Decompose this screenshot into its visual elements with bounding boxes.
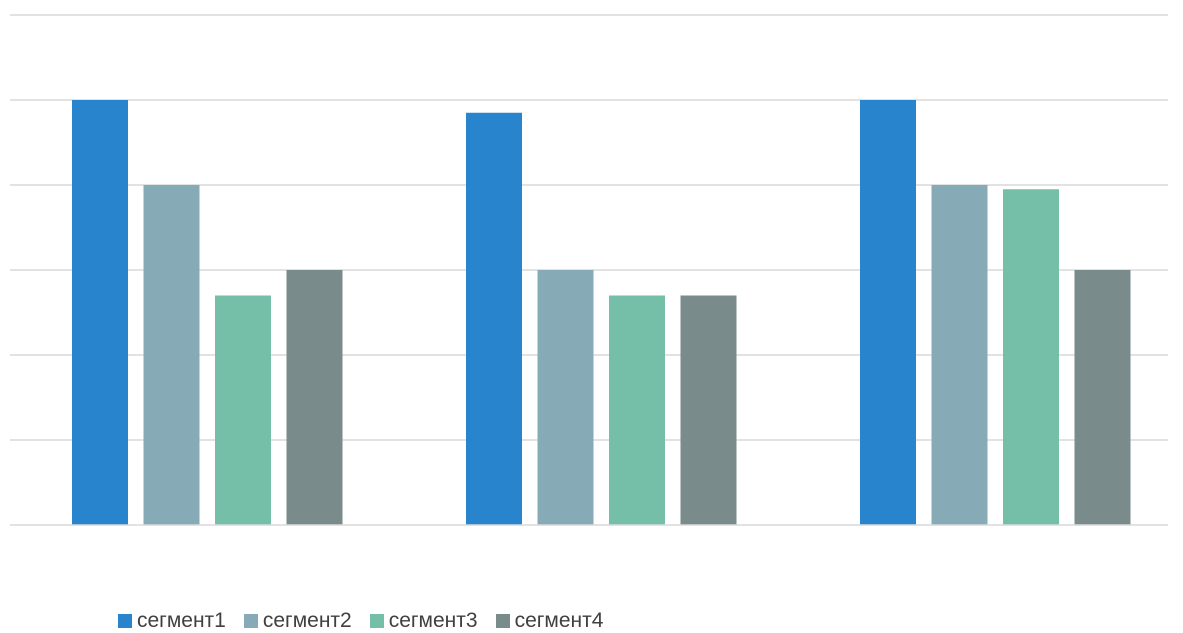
bar-series4-group3 [1074,270,1131,525]
bar-series1-group3 [860,100,916,525]
legend-swatch-segment4 [495,614,510,628]
legend-label-segment4: сегмент4 [514,609,604,632]
legend-item-segment1: сегмент1 [118,609,226,633]
bar-series4-group1 [286,270,343,525]
legend-label-segment2: сегмент2 [262,609,352,632]
bar-series3-group3 [1003,189,1059,525]
bar-series3-group1 [215,295,271,525]
legend-swatch-segment1 [118,614,132,628]
legend-swatch-segment2 [243,614,258,628]
legend-item-segment3: сегмент3 [369,609,478,633]
chart-legend: сегмент1 сегмент2 сегмент3 сегмент4 [118,609,621,633]
bar-series1-group2 [466,112,522,525]
legend-label-segment3: сегмент3 [388,609,478,632]
legend-swatch-segment3 [369,614,384,628]
bar-series2-group1 [143,185,200,525]
bar-series4-group2 [680,295,737,525]
legend-item-segment2: сегмент2 [243,609,352,633]
legend-item-segment4: сегмент4 [495,609,604,633]
bar-series2-group3 [931,185,988,525]
bar-series3-group2 [609,295,665,525]
bar-series1-group1 [72,100,128,525]
legend-label-segment1: сегмент1 [137,609,226,632]
bar-series2-group2 [537,270,594,525]
